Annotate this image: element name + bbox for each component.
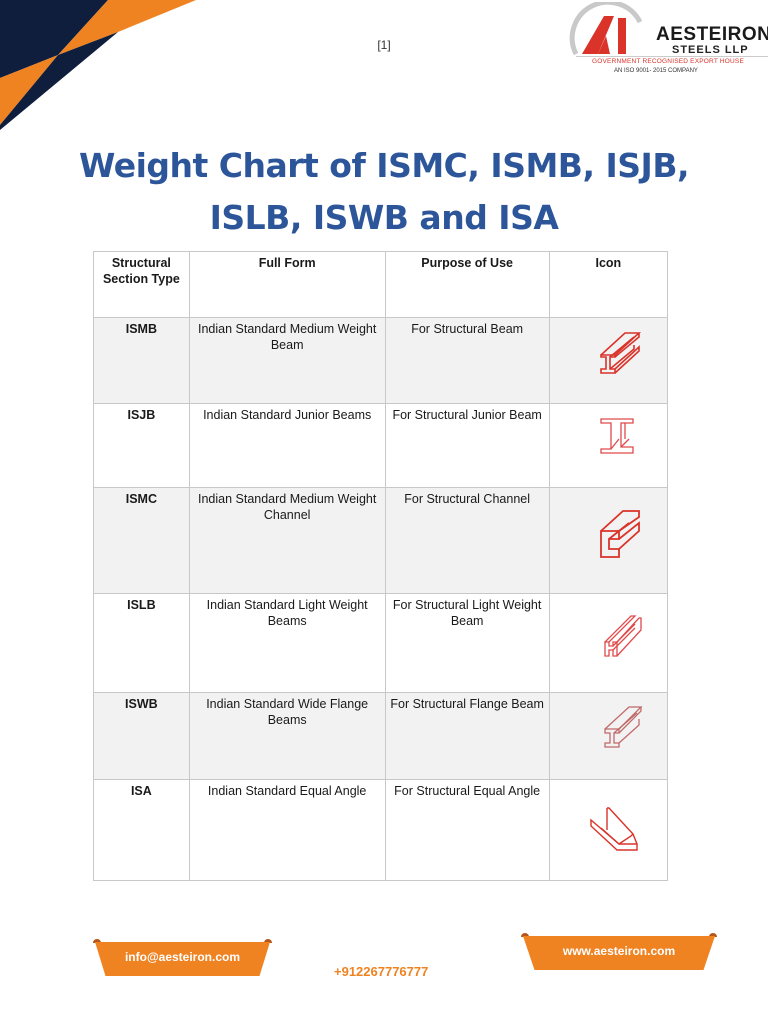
table-row: ISA Indian Standard Equal Angle For Stru…	[93, 779, 669, 881]
cell-icon	[548, 487, 669, 594]
cell-type: ISWB	[93, 692, 190, 780]
cell-icon	[548, 403, 669, 488]
company-logo: AESTEIRON STEELS LLP GOVERNMENT RECOGNIS…	[568, 2, 768, 82]
cell-full-form: Indian Standard Light Weight Beams	[188, 593, 386, 693]
table-row: ISWB Indian Standard Wide Flange Beams F…	[93, 692, 669, 780]
logo-tagline: GOVERNMENT RECOGNISED EXPORT HOUSE	[592, 58, 744, 65]
banner-shape	[95, 942, 270, 976]
banner-fold	[93, 939, 101, 943]
light-beam-icon	[604, 615, 642, 657]
logo-brand: AESTEIRON	[656, 24, 768, 45]
corner-decoration	[0, 0, 196, 130]
cell-type: ISMB	[93, 317, 190, 404]
cell-full-form: Indian Standard Equal Angle	[188, 779, 386, 881]
header-icon: Icon	[548, 251, 669, 318]
table-row: ISLB Indian Standard Light Weight Beams …	[93, 593, 669, 693]
cell-icon	[548, 593, 669, 693]
channel-icon	[600, 510, 640, 558]
header-full-form: Full Form	[188, 251, 386, 318]
page-number: [1]	[377, 38, 391, 52]
cell-icon	[548, 779, 669, 881]
cell-purpose: For Structural Junior Beam	[384, 403, 550, 488]
cell-purpose: For Structural Beam	[384, 317, 550, 404]
cell-purpose: For Structural Light Weight Beam	[384, 593, 550, 693]
cell-purpose: For Structural Equal Angle	[384, 779, 550, 881]
table-row: ISMB Indian Standard Medium Weight Beam …	[93, 317, 669, 404]
website-link[interactable]: www.aesteiron.com	[562, 944, 676, 958]
cell-full-form: Indian Standard Junior Beams	[188, 403, 386, 488]
cell-type: ISLB	[93, 593, 190, 693]
page-title: Weight Chart of ISMC, ISMB, ISJB, ISLB, …	[78, 146, 690, 237]
i-beam-icon	[600, 332, 642, 374]
junior-beam-icon	[600, 418, 634, 454]
banner-shape	[523, 936, 715, 970]
email-link[interactable]: info@aesteiron.com	[124, 950, 241, 964]
banner-fold	[709, 933, 717, 937]
cell-type: ISA	[93, 779, 190, 881]
cell-icon	[548, 692, 669, 780]
section-table: Structural Section Type Full Form Purpos…	[93, 251, 669, 881]
email-banner[interactable]: info@aesteiron.com	[93, 939, 272, 976]
table-row: ISMC Indian Standard Medium Weight Chann…	[93, 487, 669, 594]
website-banner[interactable]: www.aesteiron.com	[521, 933, 717, 970]
cell-full-form: Indian Standard Medium Weight Beam	[188, 317, 386, 404]
cell-type: ISJB	[93, 403, 190, 488]
logo-certification: AN ISO 9001- 2015 COMPANY	[614, 68, 698, 74]
cell-full-form: Indian Standard Wide Flange Beams	[188, 692, 386, 780]
cell-purpose: For Structural Channel	[384, 487, 550, 594]
logo-divider	[576, 56, 768, 57]
banner-fold	[521, 933, 529, 937]
header-purpose: Purpose of Use	[384, 251, 550, 318]
cell-icon	[548, 317, 669, 404]
equal-angle-icon	[590, 807, 638, 851]
cell-type: ISMC	[93, 487, 190, 594]
logo-emblem-icon	[569, 2, 643, 56]
table-header-row: Structural Section Type Full Form Purpos…	[93, 251, 669, 318]
banner-fold	[264, 939, 272, 943]
header-section-type: Structural Section Type	[93, 251, 190, 318]
cell-purpose: For Structural Flange Beam	[384, 692, 550, 780]
table-row: ISJB Indian Standard Junior Beams For St…	[93, 403, 669, 488]
wide-flange-beam-icon	[604, 706, 643, 748]
cell-full-form: Indian Standard Medium Weight Channel	[188, 487, 386, 594]
logo-subtitle: STEELS LLP	[672, 44, 749, 56]
phone-number[interactable]: +912267776777	[334, 964, 429, 979]
